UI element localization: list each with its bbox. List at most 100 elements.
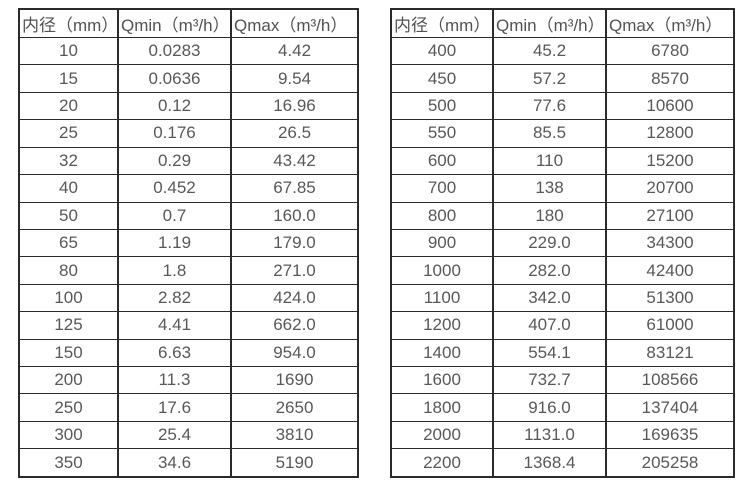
table-cell: 4.42 <box>230 36 359 66</box>
table-cell: 10 <box>18 36 119 66</box>
table-row: 900 229.0 34300 <box>390 228 735 258</box>
table-cell: 250 <box>18 393 119 422</box>
table-cell: 50 <box>18 201 119 230</box>
table-cell: 954.0 <box>230 338 359 368</box>
table-row: 65 1.19 179.0 <box>18 228 359 258</box>
table-row: 40 0.452 67.85 <box>18 174 359 203</box>
table-row: 50 0.7 160.0 <box>18 201 359 230</box>
table-row: 1600 732.7 108566 <box>390 366 735 395</box>
table-cell: 125 <box>18 311 119 340</box>
table-cell: 20700 <box>605 174 735 203</box>
table-row: 600 110 15200 <box>390 146 735 176</box>
table-cell: 11.3 <box>117 366 232 395</box>
table-cell: 0.12 <box>117 91 232 121</box>
table-cell: 0.0283 <box>117 36 232 66</box>
table-cell: 25.4 <box>117 420 232 450</box>
table-cell: 110 <box>492 146 607 176</box>
table-cell: 1100 <box>390 283 494 313</box>
table-cell: 180 <box>492 201 607 230</box>
table-row: 20 0.12 16.96 <box>18 91 359 121</box>
table-row: 2000 1131.0 169635 <box>390 420 735 450</box>
column-header: Qmax（m³/h） <box>230 8 359 38</box>
table-cell: 4.41 <box>117 311 232 340</box>
table-cell: 45.2 <box>492 36 607 66</box>
table-cell: 61000 <box>605 311 735 340</box>
table-row: 800 180 27100 <box>390 201 735 230</box>
table-cell: 350 <box>18 448 119 478</box>
table-cell: 1600 <box>390 366 494 395</box>
table-cell: 80 <box>18 256 119 285</box>
table-cell: 2200 <box>390 448 494 478</box>
table-cell: 271.0 <box>230 256 359 285</box>
table-cell: 67.85 <box>230 174 359 203</box>
table-cell: 1368.4 <box>492 448 607 478</box>
table-cell: 16.96 <box>230 91 359 121</box>
flow-table-large-diameters: 内径（mm） Qmin（m³/h） Qmax（m³/h） 400 45.2 6780 450… <box>390 8 735 478</box>
table-row: 350 34.6 5190 <box>18 448 359 478</box>
table-cell: 662.0 <box>230 311 359 340</box>
table-cell: 2000 <box>390 420 494 450</box>
table-cell: 137404 <box>605 393 735 422</box>
table-cell: 42400 <box>605 256 735 285</box>
table-row: 80 1.8 271.0 <box>18 256 359 285</box>
table-cell: 20 <box>18 91 119 121</box>
table-row: 1200 407.0 61000 <box>390 311 735 340</box>
table-cell: 1690 <box>230 366 359 395</box>
table-cell: 65 <box>18 228 119 258</box>
table-cell: 169635 <box>605 420 735 450</box>
table-cell: 1.8 <box>117 256 232 285</box>
column-header: Qmin（m³/h） <box>492 8 607 38</box>
table-cell: 5190 <box>230 448 359 478</box>
table-row: 15 0.0636 9.54 <box>18 64 359 93</box>
header-row: 内径（mm） Qmin（m³/h） Qmax（m³/h） <box>18 8 359 38</box>
table-cell: 83121 <box>605 338 735 368</box>
table-row: 200 11.3 1690 <box>18 366 359 395</box>
table-cell: 1000 <box>390 256 494 285</box>
table-cell: 85.5 <box>492 119 607 148</box>
table-row: 1100 342.0 51300 <box>390 283 735 313</box>
table-cell: 100 <box>18 283 119 313</box>
table-cell: 229.0 <box>492 228 607 258</box>
table-cell: 34.6 <box>117 448 232 478</box>
table-row: 125 4.41 662.0 <box>18 311 359 340</box>
table-cell: 0.29 <box>117 146 232 176</box>
table-cell: 15200 <box>605 146 735 176</box>
table-cell: 1.19 <box>117 228 232 258</box>
table-cell: 1800 <box>390 393 494 422</box>
table-cell: 0.452 <box>117 174 232 203</box>
table-cell: 0.7 <box>117 201 232 230</box>
table-cell: 179.0 <box>230 228 359 258</box>
table-cell: 6.63 <box>117 338 232 368</box>
table-cell: 6780 <box>605 36 735 66</box>
table-cell: 550 <box>390 119 494 148</box>
column-header: Qmin（m³/h） <box>117 8 232 38</box>
table-cell: 40 <box>18 174 119 203</box>
table-cell: 342.0 <box>492 283 607 313</box>
table-cell: 200 <box>18 366 119 395</box>
table-cell: 554.1 <box>492 338 607 368</box>
table-cell: 282.0 <box>492 256 607 285</box>
table-cell: 12800 <box>605 119 735 148</box>
table-cell: 450 <box>390 64 494 93</box>
table-cell: 17.6 <box>117 393 232 422</box>
table-row: 25 0.176 26.5 <box>18 119 359 148</box>
table-row: 450 57.2 8570 <box>390 64 735 93</box>
table-row: 150 6.63 954.0 <box>18 338 359 368</box>
table-cell: 407.0 <box>492 311 607 340</box>
table-cell: 1200 <box>390 311 494 340</box>
table-cell: 424.0 <box>230 283 359 313</box>
table-row: 300 25.4 3810 <box>18 420 359 450</box>
table-cell: 800 <box>390 201 494 230</box>
flow-table-small-diameters: 内径（mm） Qmin（m³/h） Qmax（m³/h） 10 0.0283 4.42 15… <box>18 8 359 478</box>
table-cell: 26.5 <box>230 119 359 148</box>
table-row: 1800 916.0 137404 <box>390 393 735 422</box>
table-row: 400 45.2 6780 <box>390 36 735 66</box>
table-cell: 205258 <box>605 448 735 478</box>
table-cell: 15 <box>18 64 119 93</box>
table-row: 1000 282.0 42400 <box>390 256 735 285</box>
table-cell: 700 <box>390 174 494 203</box>
table-row: 550 85.5 12800 <box>390 119 735 148</box>
table-cell: 500 <box>390 91 494 121</box>
table-cell: 3810 <box>230 420 359 450</box>
table-cell: 9.54 <box>230 64 359 93</box>
